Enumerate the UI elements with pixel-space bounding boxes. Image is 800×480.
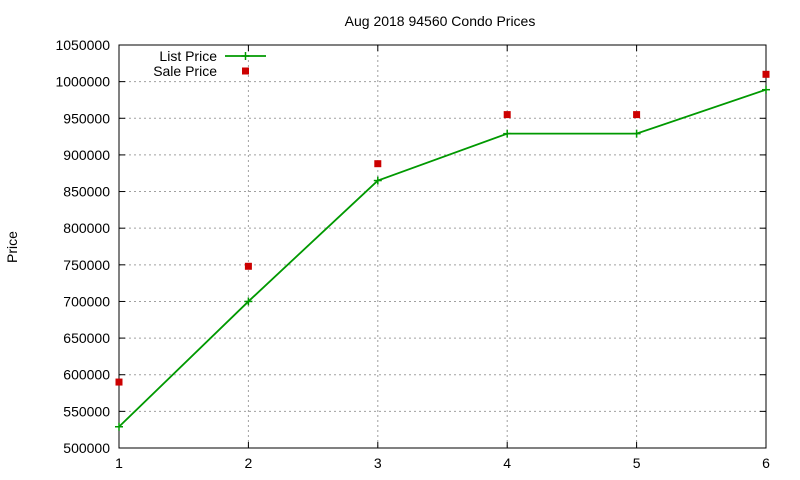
data-series (115, 70, 770, 431)
x-tick-label: 2 (245, 455, 253, 471)
y-tick-label: 550000 (63, 403, 110, 419)
legend-label: Sale Price (153, 63, 217, 79)
y-axis-label: Price (4, 231, 20, 263)
data-point (762, 70, 770, 78)
y-tick-label: 650000 (63, 330, 110, 346)
legend-label: List Price (159, 48, 217, 64)
data-point (244, 297, 253, 306)
y-tick-label: 600000 (63, 367, 110, 383)
x-tick-label: 1 (115, 455, 123, 471)
y-tick-label: 1050000 (55, 37, 110, 53)
y-tick-label: 1000000 (55, 74, 110, 90)
y-tick-label: 500000 (63, 440, 110, 456)
data-point (244, 262, 252, 270)
y-tick-label: 750000 (63, 257, 110, 273)
data-point (503, 111, 511, 119)
y-tick-label: 950000 (63, 110, 110, 126)
x-tick-label: 5 (633, 455, 641, 471)
x-tick-label: 4 (503, 455, 511, 471)
chart-title: Aug 2018 94560 Condo Prices (345, 13, 536, 29)
y-tick-label: 850000 (63, 184, 110, 200)
legend-marker (241, 52, 250, 60)
data-point (762, 85, 770, 94)
data-point (115, 422, 123, 431)
y-tick-label: 800000 (63, 220, 110, 236)
series-1 (115, 70, 770, 386)
data-point (373, 176, 382, 185)
x-tick-label: 3 (374, 455, 382, 471)
plot-frame (118, 44, 767, 449)
y-tick-label: 700000 (63, 293, 110, 309)
series-line (118, 88, 767, 428)
data-point (633, 111, 641, 119)
y-tick-label: 900000 (63, 147, 110, 163)
data-point (374, 160, 382, 168)
grid-lines (119, 45, 766, 448)
series-0 (115, 85, 770, 431)
data-point (503, 129, 512, 138)
data-point (632, 129, 641, 138)
axis-ticks: 500000 550000 600000 650000 700000 750000 8000… (55, 37, 770, 471)
data-point (115, 378, 123, 386)
legend-marker (242, 67, 249, 75)
x-tick-label: 6 (762, 455, 770, 471)
